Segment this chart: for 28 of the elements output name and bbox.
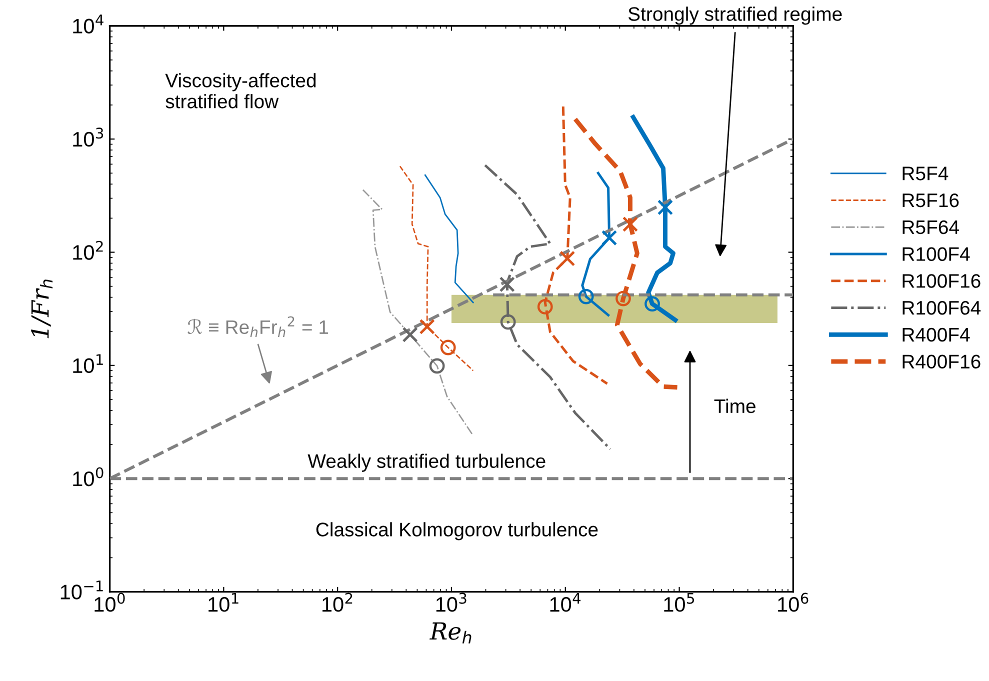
annotation: Classical Kolmogorov turbulence [316,522,598,540]
x-tick-label: 10$^{5}$ [664,593,694,612]
legend-label: R5F16 [902,193,959,208]
x-tick-label: 10$^{1}$ [208,593,238,612]
legend-label: R400F16 [902,354,980,369]
legend-label: R100F64 [902,300,981,315]
x-tick-label: 10$^{6}$ [778,592,808,612]
x-tick-label: 10$^{0}$ [94,592,125,612]
legend-label: R100F4 [902,247,970,261]
text: Strongly stratified regime [628,6,842,25]
y-tick-label: 10$^{3}$ [73,128,104,147]
annotation: Viscosity-affected stratified flow [165,73,316,108]
y-tick-label: 10$^{0}$ [73,467,104,486]
y-axis-title: 1/Fr$_{h}$ [31,280,53,338]
x-tick-label: 10$^{4}$ [550,593,581,612]
legend-label: R5F4 [902,166,948,180]
y-tick-label: 10$^{1}$ [73,354,103,374]
legend-label: R5F64 [902,220,959,234]
x-tick-label: 10$^{2}$ [322,592,352,612]
annotation: Time [714,398,756,414]
legend-label: R100F16 [902,274,980,288]
x-tick-label: 10$^{3}$ [436,592,466,612]
y-tick-label: 10$^{2}$ [73,240,103,260]
legend-label: R400F4 [902,328,970,342]
annotation: ℛ ≡ Re$_{h}$Fr$_{h}$$^{2}$ = 1 [188,316,328,338]
y-tick-label: 10$^{4}$ [73,14,104,34]
annotation: Weakly stratified turbulence [308,454,546,472]
x-axis-title: Re$_{h}$ [430,622,472,644]
